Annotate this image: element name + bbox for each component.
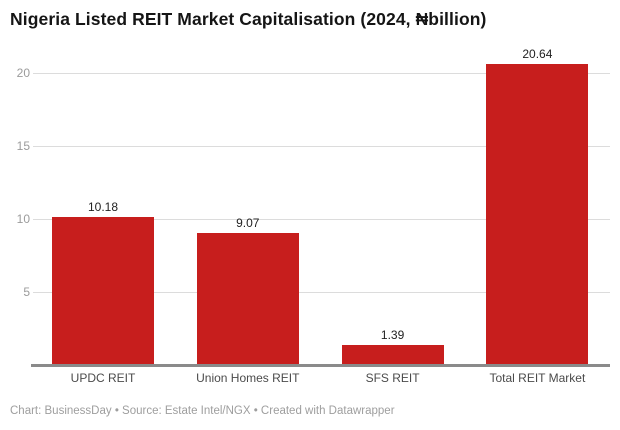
bar (196, 232, 299, 364)
chart-title: Nigeria Listed REIT Market Capitalisatio… (10, 9, 487, 29)
x-axis-category-label: Union Homes REIT (196, 371, 300, 385)
chart-footer: Chart: BusinessDay • Source: Estate Inte… (10, 405, 395, 417)
bar-value-label: 10.18 (87, 199, 119, 214)
bar-value-label: 9.07 (236, 215, 260, 230)
y-axis-tick-label: 10 (16, 212, 30, 227)
y-gridline (33, 145, 610, 147)
bar-value-label: 1.39 (380, 327, 405, 342)
y-gridline (33, 291, 610, 293)
bar (341, 344, 444, 364)
x-axis-line (31, 364, 610, 367)
y-axis-tick-label: 5 (23, 285, 30, 300)
x-axis-category-label: SFS REIT (365, 371, 420, 385)
x-axis-category-label: Total REIT Market (489, 371, 586, 385)
y-axis-tick-label: 15 (16, 139, 30, 154)
y-gridline (33, 72, 610, 74)
bar (486, 64, 589, 364)
y-gridline (33, 218, 610, 220)
bar-value-label: 20.64 (522, 47, 553, 61)
bar (52, 216, 154, 364)
y-axis-tick-label: 20 (16, 66, 30, 81)
x-axis-category-label: UPDC REIT (70, 371, 136, 385)
